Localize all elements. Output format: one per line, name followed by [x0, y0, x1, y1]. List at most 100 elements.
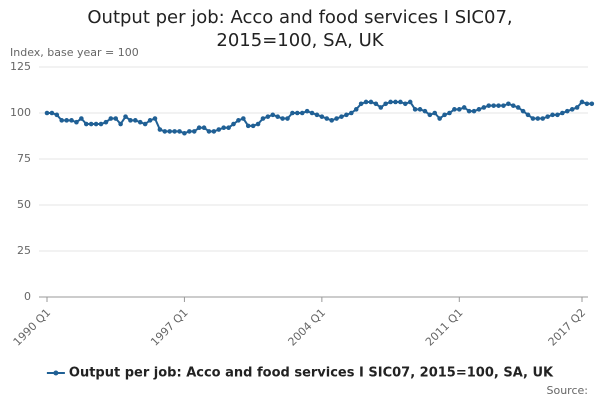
data-point — [452, 107, 457, 112]
data-point — [520, 108, 526, 114]
data-point — [456, 107, 462, 112]
data-point — [334, 116, 339, 121]
data-point — [349, 110, 354, 116]
data-point — [162, 129, 168, 134]
data-point — [427, 112, 433, 118]
chart-title: Output per job: Acco and food services I… — [87, 7, 513, 51]
data-point — [113, 116, 119, 121]
data-point — [412, 107, 418, 112]
data-point — [393, 99, 398, 105]
data-point — [157, 127, 163, 132]
data-point — [299, 110, 305, 116]
data-point — [152, 116, 158, 121]
data-point — [83, 121, 89, 127]
data-point — [486, 103, 492, 108]
data-point — [216, 127, 222, 132]
x-tick-label: 2011 Q1 — [423, 306, 466, 349]
data-point — [447, 110, 452, 116]
data-point — [398, 99, 403, 105]
data-point — [290, 110, 295, 116]
data-point — [206, 129, 212, 134]
data-point — [265, 114, 271, 119]
data-point — [309, 110, 315, 116]
data-point — [378, 105, 384, 110]
data-point — [196, 125, 202, 131]
x-tick-label: 2017 Q2 — [546, 306, 589, 349]
data-point — [388, 99, 393, 105]
data-point — [491, 103, 496, 108]
data-point — [295, 110, 300, 116]
data-point — [236, 118, 241, 123]
data-point — [123, 114, 128, 119]
data-point — [187, 129, 192, 134]
source: Source: — [547, 384, 589, 397]
y-tick-label: 0 — [24, 290, 31, 303]
data-point — [142, 121, 148, 127]
data-point — [137, 119, 143, 125]
legend-label: Output per job: Acco and food services I… — [69, 366, 554, 381]
data-point — [555, 112, 560, 118]
data-point — [481, 105, 487, 110]
data-point — [98, 121, 104, 127]
data-point — [275, 114, 280, 119]
data-point — [280, 116, 285, 121]
data-point — [540, 116, 546, 121]
data-point — [133, 118, 138, 123]
data-point — [172, 129, 177, 134]
data-point — [49, 110, 55, 116]
data-point — [506, 101, 511, 107]
y-tick-label: 25 — [17, 244, 31, 257]
x-tick-label: 1990 Q1 — [11, 306, 54, 349]
data-point — [442, 112, 447, 118]
data-point — [383, 101, 388, 107]
data-point — [496, 103, 501, 108]
data-point — [569, 107, 575, 112]
data-point — [103, 119, 109, 125]
data-point — [417, 107, 423, 112]
data-point — [579, 99, 585, 105]
data-point — [324, 116, 330, 121]
data-point — [545, 114, 550, 119]
data-point — [329, 118, 334, 123]
data-point — [501, 103, 506, 108]
data-point — [211, 129, 217, 134]
data-point — [373, 101, 379, 107]
data-point — [44, 110, 50, 116]
data-point — [530, 116, 536, 121]
data-point — [422, 108, 428, 114]
y-tick-label: 125 — [10, 60, 31, 73]
data-point — [515, 105, 521, 110]
data-point — [118, 121, 123, 127]
data-point — [304, 108, 310, 114]
data-point — [437, 116, 442, 121]
data-point — [201, 125, 207, 131]
data-point — [363, 99, 369, 105]
data-point — [177, 129, 182, 134]
data-point — [93, 121, 99, 127]
data-point — [79, 116, 84, 121]
y-tick-label: 50 — [17, 198, 31, 211]
y-axis-label: Index, base year = 100 — [10, 46, 139, 59]
data-point — [250, 123, 256, 129]
data-point — [471, 108, 477, 114]
data-point — [466, 108, 472, 114]
data-point — [574, 105, 580, 110]
data-point — [589, 101, 595, 107]
data-point — [255, 121, 261, 127]
data-point — [560, 110, 565, 116]
data-point — [147, 118, 153, 123]
data-point — [231, 121, 236, 127]
data-point — [191, 129, 197, 134]
data-point — [88, 121, 94, 127]
data-point — [270, 112, 276, 118]
x-tick-label: 2004 Q1 — [286, 306, 329, 349]
data-point — [182, 130, 187, 136]
data-point — [64, 118, 69, 123]
data-point — [358, 101, 364, 107]
data-point — [550, 112, 555, 118]
data-point — [407, 99, 413, 105]
data-point — [368, 99, 374, 105]
data-point — [226, 125, 231, 131]
